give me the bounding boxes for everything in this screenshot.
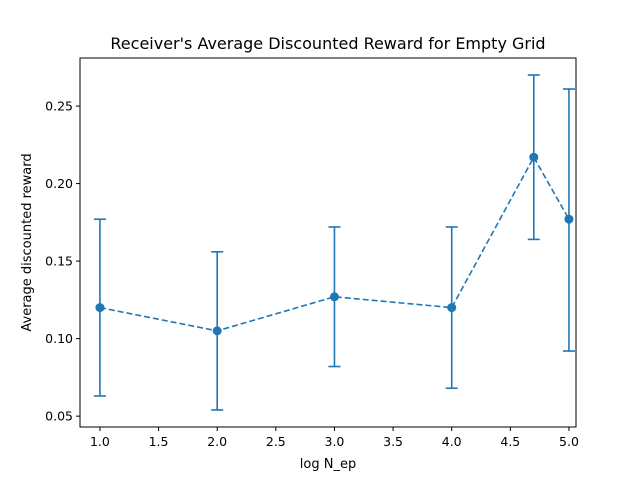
x-tick-label: 4.0: [442, 434, 462, 449]
x-tick-label: 2.5: [266, 434, 286, 449]
x-tick-label: 3.5: [383, 434, 403, 449]
y-axis-label: Average discounted reward: [20, 153, 35, 331]
x-tick-label: 5.0: [559, 434, 579, 449]
data-point: [529, 152, 539, 162]
data-point: [212, 326, 222, 336]
x-tick-label: 1.5: [149, 434, 169, 449]
series-line: [99, 155, 570, 332]
data-point: [564, 214, 574, 224]
x-tick-label: 1.0: [90, 434, 110, 449]
data-point: [329, 292, 339, 302]
x-axis-label: log N_ep: [300, 457, 356, 472]
x-tick-label: 3.0: [325, 434, 345, 449]
data-point: [447, 303, 457, 313]
data-point: [95, 303, 105, 313]
x-tick-label: 4.5: [500, 434, 520, 449]
y-tick-label: 0.20: [45, 176, 73, 191]
chart-title: Receiver's Average Discounted Reward for…: [110, 34, 545, 53]
y-tick-label: 0.05: [45, 409, 73, 424]
y-tick-label: 0.15: [45, 254, 73, 269]
x-tick-label: 2.0: [207, 434, 227, 449]
y-tick-label: 0.10: [45, 331, 73, 346]
plot-frame: [79, 57, 577, 428]
y-tick-label: 0.25: [45, 99, 73, 114]
